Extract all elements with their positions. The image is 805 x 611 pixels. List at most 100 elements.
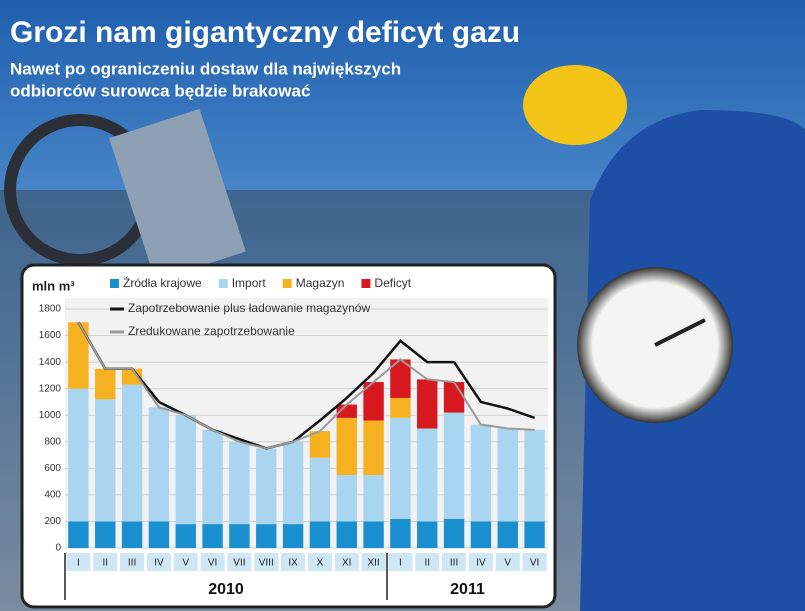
plot-area: [65, 298, 548, 548]
x-tick-box: [66, 553, 91, 571]
bar-segment: [121, 521, 143, 548]
bar-segment: [524, 429, 545, 522]
x-tick-label: IV: [154, 558, 164, 569]
x-tick-box: [254, 553, 279, 571]
bar-segment: [202, 524, 223, 548]
x-tick-label: I: [399, 558, 402, 569]
y-tick-label: 1600: [39, 330, 62, 341]
x-tick-label: X: [317, 558, 324, 569]
bar-segment: [175, 524, 196, 548]
bar-segment: [282, 524, 304, 548]
bar-segment: [363, 420, 384, 475]
bar-segment: [390, 518, 411, 548]
y-tick-label: 400: [44, 490, 61, 501]
unit-label: mln m³: [32, 278, 75, 293]
bar-segment: [336, 521, 357, 548]
legend-label: Deficyt: [374, 276, 411, 290]
legend-swatch: [110, 279, 119, 288]
x-tick-box: [200, 553, 225, 571]
legend-swatch: [218, 279, 228, 288]
bar-segment: [229, 524, 250, 548]
bar-segment: [497, 428, 518, 522]
x-tick-box: [334, 553, 359, 571]
bar-segment: [443, 518, 465, 548]
bar-segment: [229, 441, 250, 525]
x-tick-box: [281, 553, 306, 571]
legend-label: Import: [232, 276, 267, 290]
line-series: [77, 321, 535, 450]
valve-sign: [109, 108, 246, 281]
bar-segment: [68, 322, 89, 389]
bar-segment: [470, 424, 492, 522]
x-group-label: 2011: [450, 581, 485, 598]
bar-segment: [309, 457, 331, 522]
bar-segment: [148, 521, 170, 548]
subtitle: Nawet po ograniczeniu dostaw dla najwięk…: [10, 59, 401, 78]
gauge-needle: [654, 318, 706, 347]
bar-segment: [443, 382, 465, 413]
bar-segment: [95, 521, 116, 548]
legend-label: Zredukowane zapotrzebowanie: [128, 324, 295, 338]
title: Grozi nam gigantyczny deficyt gazu: [10, 16, 520, 49]
bar-segment: [390, 397, 411, 418]
bar-segment: [417, 521, 438, 548]
x-tick-box: [415, 553, 440, 571]
x-tick-box: [173, 553, 198, 571]
bar-segment: [309, 521, 331, 548]
x-tick-label: III: [128, 558, 136, 569]
helmet: [523, 65, 627, 145]
x-tick-box: [307, 553, 332, 571]
y-tick-label: 0: [55, 543, 61, 554]
x-tick-label: II: [102, 558, 108, 569]
x-tick-box: [361, 553, 386, 571]
bar-segment: [417, 428, 438, 522]
bar-segment: [121, 384, 143, 522]
bar-segment: [417, 379, 438, 429]
bar-segment: [95, 399, 116, 522]
bar-segment: [524, 521, 545, 548]
y-tick-label: 1000: [39, 410, 62, 421]
x-tick-box: [495, 553, 520, 571]
bar-segment: [336, 474, 357, 522]
bar-segment: [256, 524, 277, 548]
bar-segment: [202, 429, 223, 525]
bar-segment: [443, 412, 465, 519]
legend-label: Źródła krajowe: [123, 275, 202, 290]
legend-label: Magazyn: [296, 276, 345, 290]
y-tick-label: 800: [44, 436, 61, 447]
y-tick-label: 1200: [39, 383, 62, 394]
x-tick-box: [93, 553, 118, 571]
bar-segment: [470, 521, 492, 548]
bar-segment: [363, 521, 384, 548]
x-tick-box: [388, 553, 413, 571]
line-series: [77, 321, 535, 450]
x-tick-label: IV: [476, 558, 486, 569]
bar-segment: [390, 417, 411, 519]
x-tick-label: V: [182, 558, 189, 569]
bar-segment: [148, 407, 170, 522]
x-tick-label: VIII: [259, 558, 274, 569]
x-tick-label: VI: [530, 558, 539, 569]
x-tick-label: VI: [208, 558, 217, 569]
bar-segment: [390, 359, 411, 398]
bar-segment: [309, 431, 331, 458]
bar-segment: [363, 382, 384, 421]
x-tick-box: [120, 553, 145, 571]
x-tick-box: [468, 553, 493, 571]
legend-swatch: [282, 279, 292, 288]
y-tick-label: 200: [44, 516, 61, 527]
y-tick-label: 600: [44, 463, 61, 474]
legend-label: Zapotrzebowanie plus ładowanie magazynów: [128, 301, 370, 315]
bar-segment: [336, 417, 357, 475]
y-tick-label: 1400: [39, 357, 62, 368]
bar-segment: [282, 441, 304, 525]
bar-segment: [497, 521, 518, 548]
bar-segment: [121, 368, 143, 385]
x-tick-label: IX: [288, 558, 298, 569]
bar-segment: [336, 404, 357, 418]
x-tick-box: [227, 553, 252, 571]
x-group-label: 2010: [208, 581, 244, 598]
x-tick-label: I: [77, 558, 80, 569]
